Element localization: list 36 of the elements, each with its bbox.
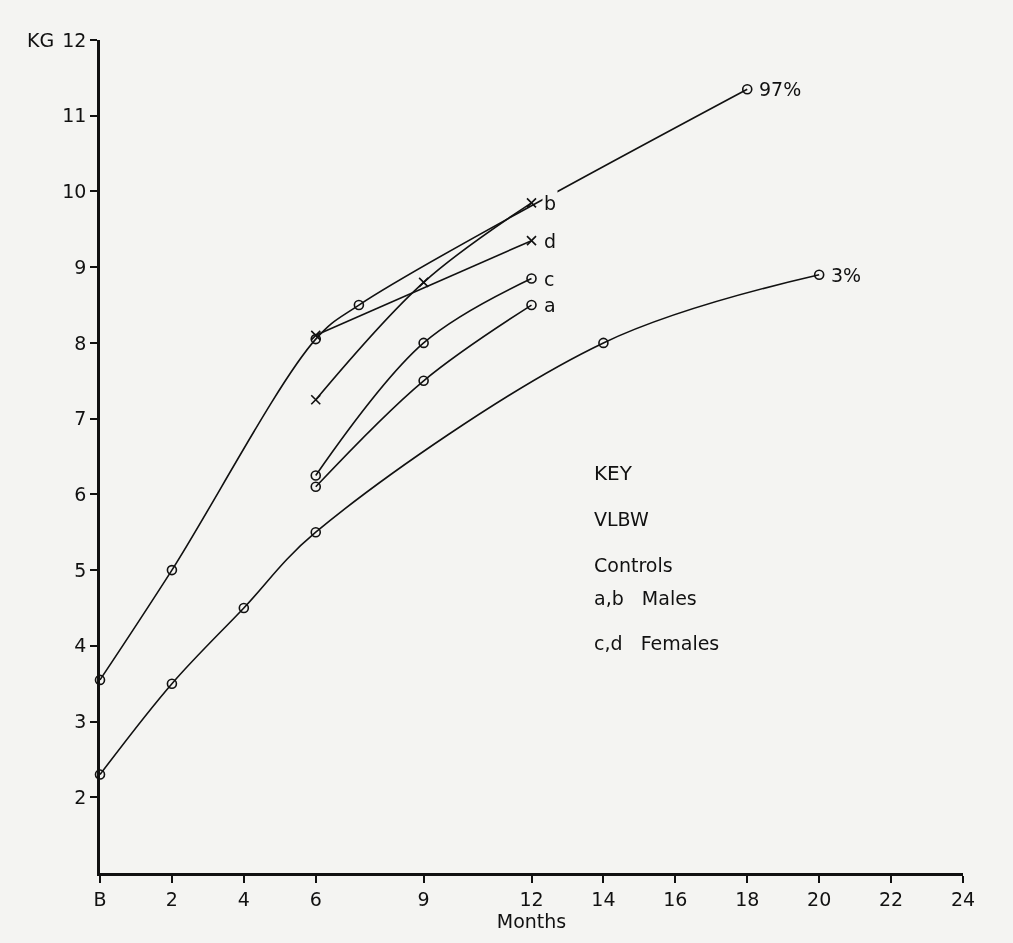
x-tick-label: 14	[591, 887, 616, 910]
y-tick-label: 12	[62, 28, 87, 51]
x-tick-label: 4	[237, 887, 250, 910]
x-tick-label: 22	[878, 887, 904, 910]
y-tick-label: 6	[74, 483, 87, 506]
x-tick-label: 24	[950, 887, 976, 910]
annotation: Controls	[594, 554, 673, 576]
annotation: VLBW	[594, 508, 649, 530]
series-label: 97%	[759, 78, 802, 100]
series-label: c	[544, 268, 555, 290]
y-tick-label: 8	[74, 331, 87, 354]
annotation: c,d Females	[594, 632, 720, 654]
x-tick-label: 6	[309, 887, 322, 910]
y-tick-label: 5	[74, 558, 87, 581]
series-label: b	[544, 192, 557, 214]
y-tick-label: 9	[74, 255, 87, 278]
x-tick-label: 9	[417, 887, 430, 910]
y-tick-label: 2	[74, 785, 87, 808]
y-tick-label: 3	[74, 710, 87, 733]
x-tick-label: 20	[807, 887, 832, 910]
y-axis-title: KG	[27, 29, 55, 51]
y-tick-label: 4	[74, 634, 87, 657]
x-tick-label: 16	[663, 887, 688, 910]
y-tick-label: 11	[62, 104, 87, 127]
x-axis-title: Months	[496, 909, 567, 932]
x-tick-label: 18	[735, 887, 760, 910]
legend-title: KEY	[594, 461, 633, 485]
y-tick-label: 7	[74, 407, 87, 430]
series-label: 3%	[831, 264, 862, 286]
x-tick-label: 2	[165, 887, 178, 910]
x-tick-label: 12	[519, 887, 544, 910]
series-label: a	[544, 294, 556, 316]
x-tick-label: B	[93, 887, 107, 910]
series-label: d	[544, 230, 557, 252]
y-tick-label: 10	[62, 180, 87, 203]
annotation: a,b Males	[594, 587, 697, 609]
